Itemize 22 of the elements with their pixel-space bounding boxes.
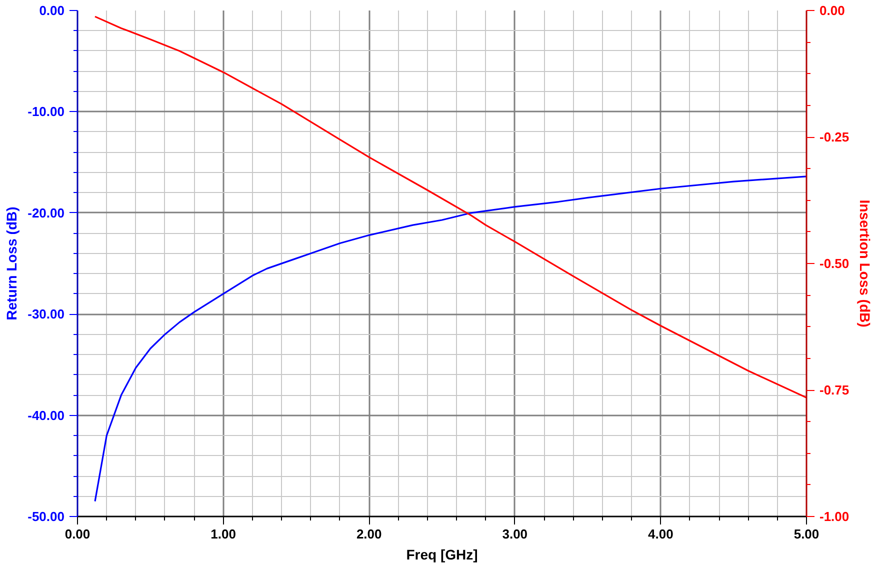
x-tick-label: 5.00 <box>794 526 820 542</box>
y2-axis-title: Insertion Loss (dB) <box>857 200 874 328</box>
y-tick-label: -20.00 <box>28 205 65 220</box>
x-tick-label: 4.00 <box>648 526 674 542</box>
y2-tick-label: 0.00 <box>820 3 845 18</box>
y-tick-label: 0.00 <box>39 3 65 18</box>
y-tick-label: -10.00 <box>28 104 65 120</box>
x-tick-label: 2.00 <box>356 526 382 542</box>
y-tick-label: -40.00 <box>28 408 65 423</box>
line-series <box>94 176 806 502</box>
x-tick-label: 1.00 <box>210 526 236 542</box>
x-tick-label: 3.00 <box>502 526 528 542</box>
y2-tick-label: -0.75 <box>820 382 850 398</box>
line-series <box>94 16 806 398</box>
y2-tick-label: -0.50 <box>820 256 850 271</box>
y-tick-label: -50.00 <box>28 509 65 524</box>
x-axis-title: Freq [GHz] <box>406 546 478 562</box>
x-tick-label: 0.00 <box>64 526 90 542</box>
y-axis-title: Return Loss (dB) <box>4 206 20 320</box>
y2-tick-label: -0.25 <box>820 130 850 144</box>
y2-tick-label: -1.00 <box>820 509 850 524</box>
y-tick-label: -30.00 <box>28 306 65 322</box>
